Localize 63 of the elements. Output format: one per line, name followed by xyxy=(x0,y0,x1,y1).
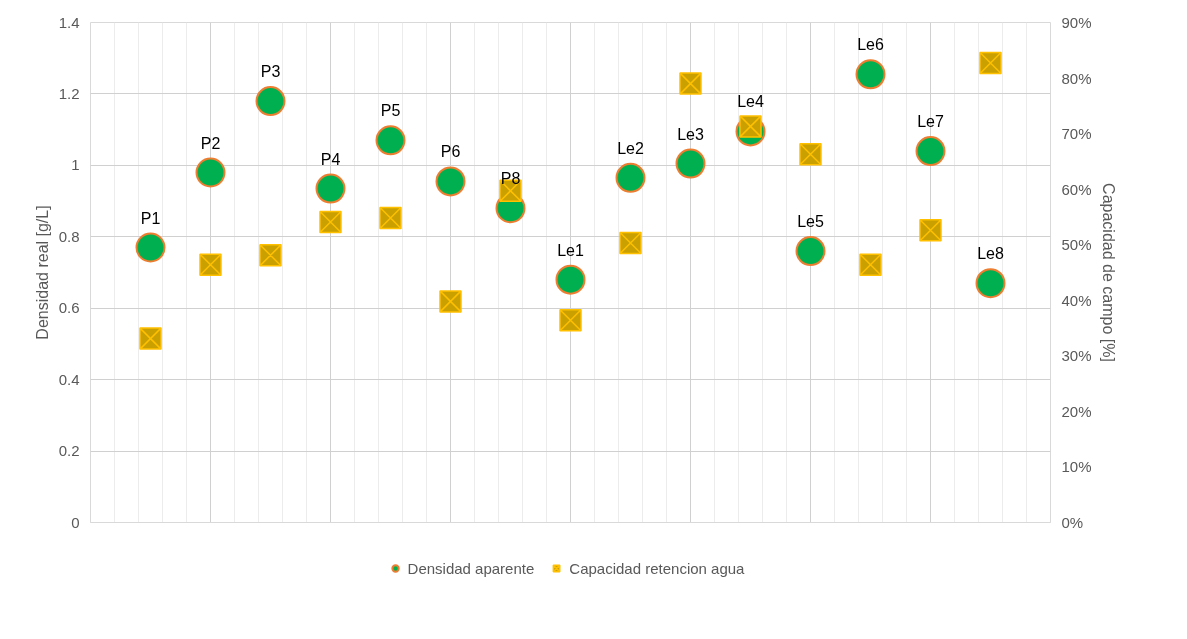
y2-tick-label: 0% xyxy=(1061,514,1084,531)
annotation: P8 xyxy=(500,170,521,188)
point xyxy=(259,244,282,267)
y2-axis-title: Capacidad de campo [%] xyxy=(1099,183,1117,362)
point xyxy=(379,206,402,230)
y-tick-label: 1.2 xyxy=(58,84,80,102)
annotation: P4 xyxy=(320,150,341,168)
annotation: Le3 xyxy=(677,125,704,143)
y-tick-label: 1 xyxy=(71,156,80,174)
point xyxy=(615,162,646,193)
point xyxy=(799,142,822,166)
y2-tick-label: 40% xyxy=(1061,291,1092,309)
point xyxy=(859,253,882,276)
annotation: P2 xyxy=(200,134,221,152)
point xyxy=(199,253,222,276)
point xyxy=(315,173,346,204)
point xyxy=(555,264,586,295)
annotation: P6 xyxy=(440,143,461,161)
point xyxy=(679,72,702,95)
annotation: P5 xyxy=(380,102,401,120)
y-tick-label: 0.6 xyxy=(58,299,80,317)
point xyxy=(195,157,226,188)
point xyxy=(855,59,886,90)
annotation: Le7 xyxy=(917,113,944,131)
point xyxy=(139,327,162,350)
annotation: Le4 xyxy=(737,93,764,111)
y-axis-title: Densidad real [g/L] xyxy=(33,205,51,340)
point xyxy=(919,219,942,242)
y-tick-label: 1.4 xyxy=(58,13,80,31)
y2-tick-label: 20% xyxy=(1061,402,1092,420)
point xyxy=(135,232,166,263)
y2-tick-label: 60% xyxy=(1061,180,1092,198)
point xyxy=(979,51,1002,75)
point xyxy=(559,309,582,332)
point xyxy=(319,210,342,234)
y2-tick-label: 30% xyxy=(1061,347,1092,365)
point xyxy=(619,231,642,255)
point xyxy=(255,86,286,117)
y2-tick-label: 80% xyxy=(1061,69,1092,87)
point xyxy=(675,148,706,179)
y2-tick-label: 90% xyxy=(1061,14,1092,31)
point xyxy=(435,166,466,197)
legend-label: Capacidad retencion agua xyxy=(569,559,745,577)
annotation: P3 xyxy=(260,63,281,81)
y2-tick-label: 50% xyxy=(1061,236,1092,254)
point xyxy=(915,136,946,167)
y-tick-label: 0.2 xyxy=(58,442,80,460)
y-tick-label: 0.8 xyxy=(58,227,80,245)
point xyxy=(975,268,1006,299)
annotation: P1 xyxy=(140,209,161,227)
point xyxy=(375,125,406,156)
y-tick-label: 0.4 xyxy=(58,370,80,388)
y2-tick-label: 70% xyxy=(1061,125,1092,143)
annotation: Le5 xyxy=(797,213,824,231)
annotation: Le8 xyxy=(977,245,1004,263)
legend-label: Densidad aparente xyxy=(407,559,535,577)
y2-tick-label: 10% xyxy=(1061,458,1092,476)
point xyxy=(439,290,462,313)
annotation: Le6 xyxy=(857,36,884,54)
annotation: Le2 xyxy=(617,139,644,157)
y-tick-label: 0 xyxy=(71,513,80,531)
point xyxy=(795,236,826,267)
annotation: Le1 xyxy=(557,241,584,259)
